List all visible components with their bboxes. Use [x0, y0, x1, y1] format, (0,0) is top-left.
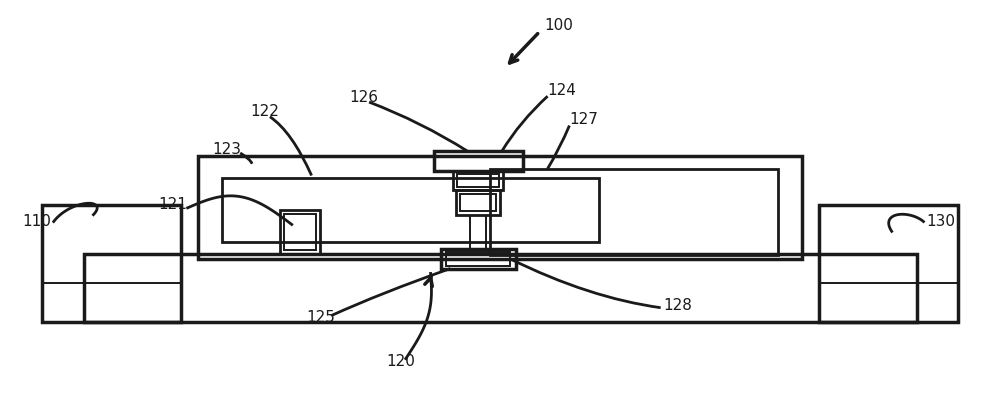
Bar	[84, 254, 917, 322]
Bar	[456, 190, 500, 215]
Text: 130: 130	[926, 214, 955, 229]
Text: 128: 128	[664, 298, 692, 313]
Text: 100: 100	[545, 18, 574, 33]
Bar	[819, 205, 958, 322]
Text: 124: 124	[548, 83, 576, 98]
Bar	[198, 156, 802, 259]
Bar	[280, 210, 320, 254]
Bar	[490, 169, 778, 255]
Bar	[460, 194, 496, 211]
Bar	[222, 178, 599, 242]
Text: 127: 127	[569, 112, 598, 127]
Bar	[453, 171, 503, 190]
Text: 126: 126	[349, 90, 378, 105]
Bar	[284, 214, 316, 250]
Text: 110: 110	[22, 214, 51, 229]
Bar	[446, 252, 510, 266]
Text: 122: 122	[250, 105, 279, 119]
Text: 123: 123	[212, 142, 241, 156]
Text: 120: 120	[386, 354, 415, 369]
Text: 121: 121	[158, 198, 187, 212]
Bar	[434, 151, 523, 171]
Bar	[42, 205, 181, 322]
Bar	[457, 174, 499, 187]
Bar	[441, 249, 516, 269]
Text: 125: 125	[307, 310, 336, 325]
